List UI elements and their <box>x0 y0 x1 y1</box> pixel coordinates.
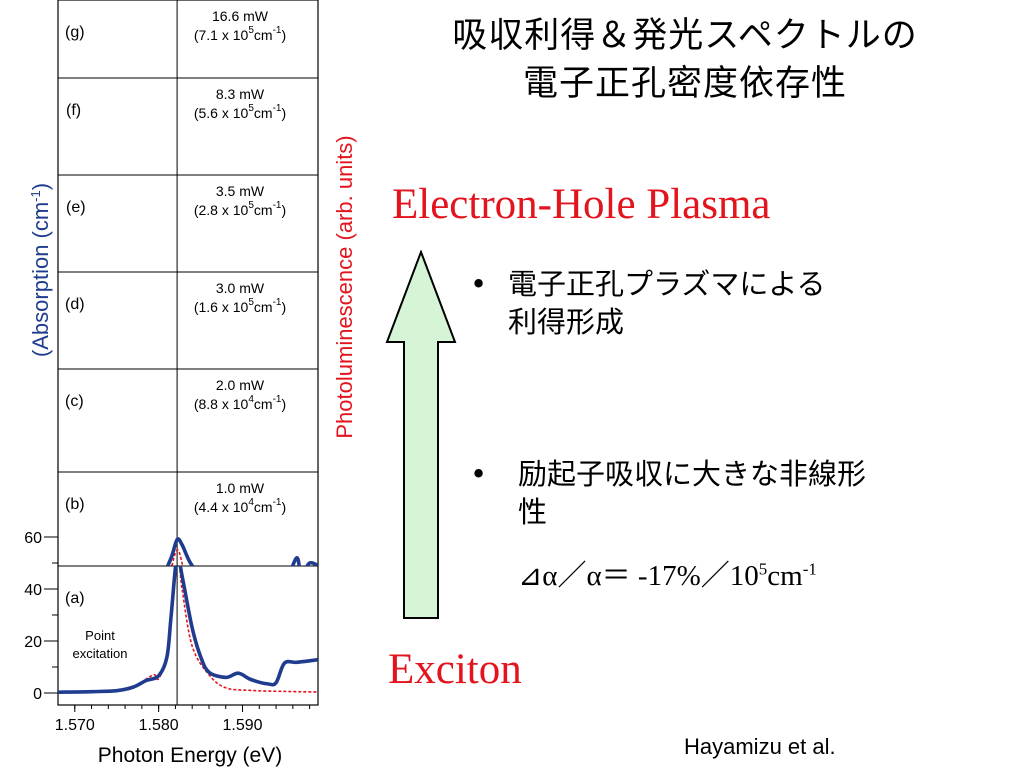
panel-label: (c) <box>65 393 84 410</box>
panel-label: (b) <box>65 496 85 513</box>
panel-power: 1.0 mW <box>216 480 265 496</box>
absorption-curve <box>165 537 318 566</box>
plot-frame <box>57 0 319 706</box>
panel-density: (4.4 x 104cm-1) <box>194 497 286 515</box>
x-tick-label: 1.580 <box>139 717 179 734</box>
y-tick-label: 40 <box>24 582 42 599</box>
point-excitation-note: Point <box>85 628 115 643</box>
bullet1-line1: 電子正孔プラズマによる <box>508 267 826 301</box>
up-arrow-icon <box>385 250 457 619</box>
credit-text: Hayamizu et al. <box>684 734 836 759</box>
panel-power: 8.3 mW <box>216 86 265 102</box>
panel-density: (1.6 x 105cm-1) <box>194 297 286 315</box>
panel-power: 3.5 mW <box>216 183 265 199</box>
bullet-marker: • <box>470 457 488 491</box>
exciton-label: Exciton <box>388 646 522 693</box>
bullet-marker: • <box>470 267 488 301</box>
x-tick-label: 1.570 <box>55 717 95 734</box>
panel-density: (8.8 x 104cm-1) <box>194 394 286 412</box>
panel-label: (d) <box>65 296 85 313</box>
spectra-figure: (g) 16.6 mW(7.1 x 105cm-1) (f) 8.3 mW(5.6 x… <box>24 0 357 767</box>
panel-a <box>58 566 318 694</box>
panel-power: 3.0 mW <box>216 280 265 296</box>
title-line-1: 吸収利得＆発光スペクトルの <box>452 16 918 56</box>
x-tick-label: 1.590 <box>222 717 262 734</box>
nonlinearity-formula: ⊿α／α＝ -17%／105cm-1 <box>518 559 817 592</box>
pl-curve <box>171 549 184 566</box>
point-excitation-note: excitation <box>73 646 128 661</box>
panel-density: (7.1 x 105cm-1) <box>194 25 286 43</box>
spectra-curves <box>58 537 318 694</box>
panel-label: (a) <box>65 590 85 607</box>
x-axis-label: Photon Energy (eV) <box>98 744 282 767</box>
panel-label: (f) <box>66 102 81 119</box>
y-tick-label: 20 <box>24 634 42 651</box>
electron-hole-plasma-label: Electron-Hole Plasma <box>392 181 771 228</box>
bullet1-line2: 利得形成 <box>508 305 625 339</box>
bullet2-line2: 性 <box>518 495 548 529</box>
panel-labels: (g) 16.6 mW(7.1 x 105cm-1) (f) 8.3 mW(5.6 x… <box>65 8 286 661</box>
x-axis-ticks: 1.570 1.580 1.590 <box>55 705 311 734</box>
title-line-2: 電子正孔密度依存性 <box>522 64 847 104</box>
y-axis-label-absorption: (Absorption (cm-1) <box>28 183 53 357</box>
y-tick-label: 60 <box>24 530 42 547</box>
slide-title: 吸収利得＆発光スペクトルの 電子正孔密度依存性 <box>385 12 985 108</box>
y-tick-label: 0 <box>33 686 42 703</box>
panel-density: (5.6 x 105cm-1) <box>194 103 286 121</box>
panel-power: 2.0 mW <box>216 377 265 393</box>
y-axis-ticks: 0 20 40 60 <box>24 530 58 703</box>
panel-density: (2.8 x 105cm-1) <box>194 200 286 218</box>
panel-label: (e) <box>66 199 86 216</box>
panel-label: (g) <box>65 24 85 41</box>
panel-separators <box>58 77 318 567</box>
panel-power: 16.6 mW <box>212 8 269 24</box>
bullet2-line1: 励起子吸収に大きな非線形 <box>518 457 867 491</box>
absorption-curve <box>58 566 318 694</box>
panel-b <box>165 537 318 566</box>
y-axis-label-photoluminescence: Photoluminescence (arb. units) <box>332 135 357 438</box>
